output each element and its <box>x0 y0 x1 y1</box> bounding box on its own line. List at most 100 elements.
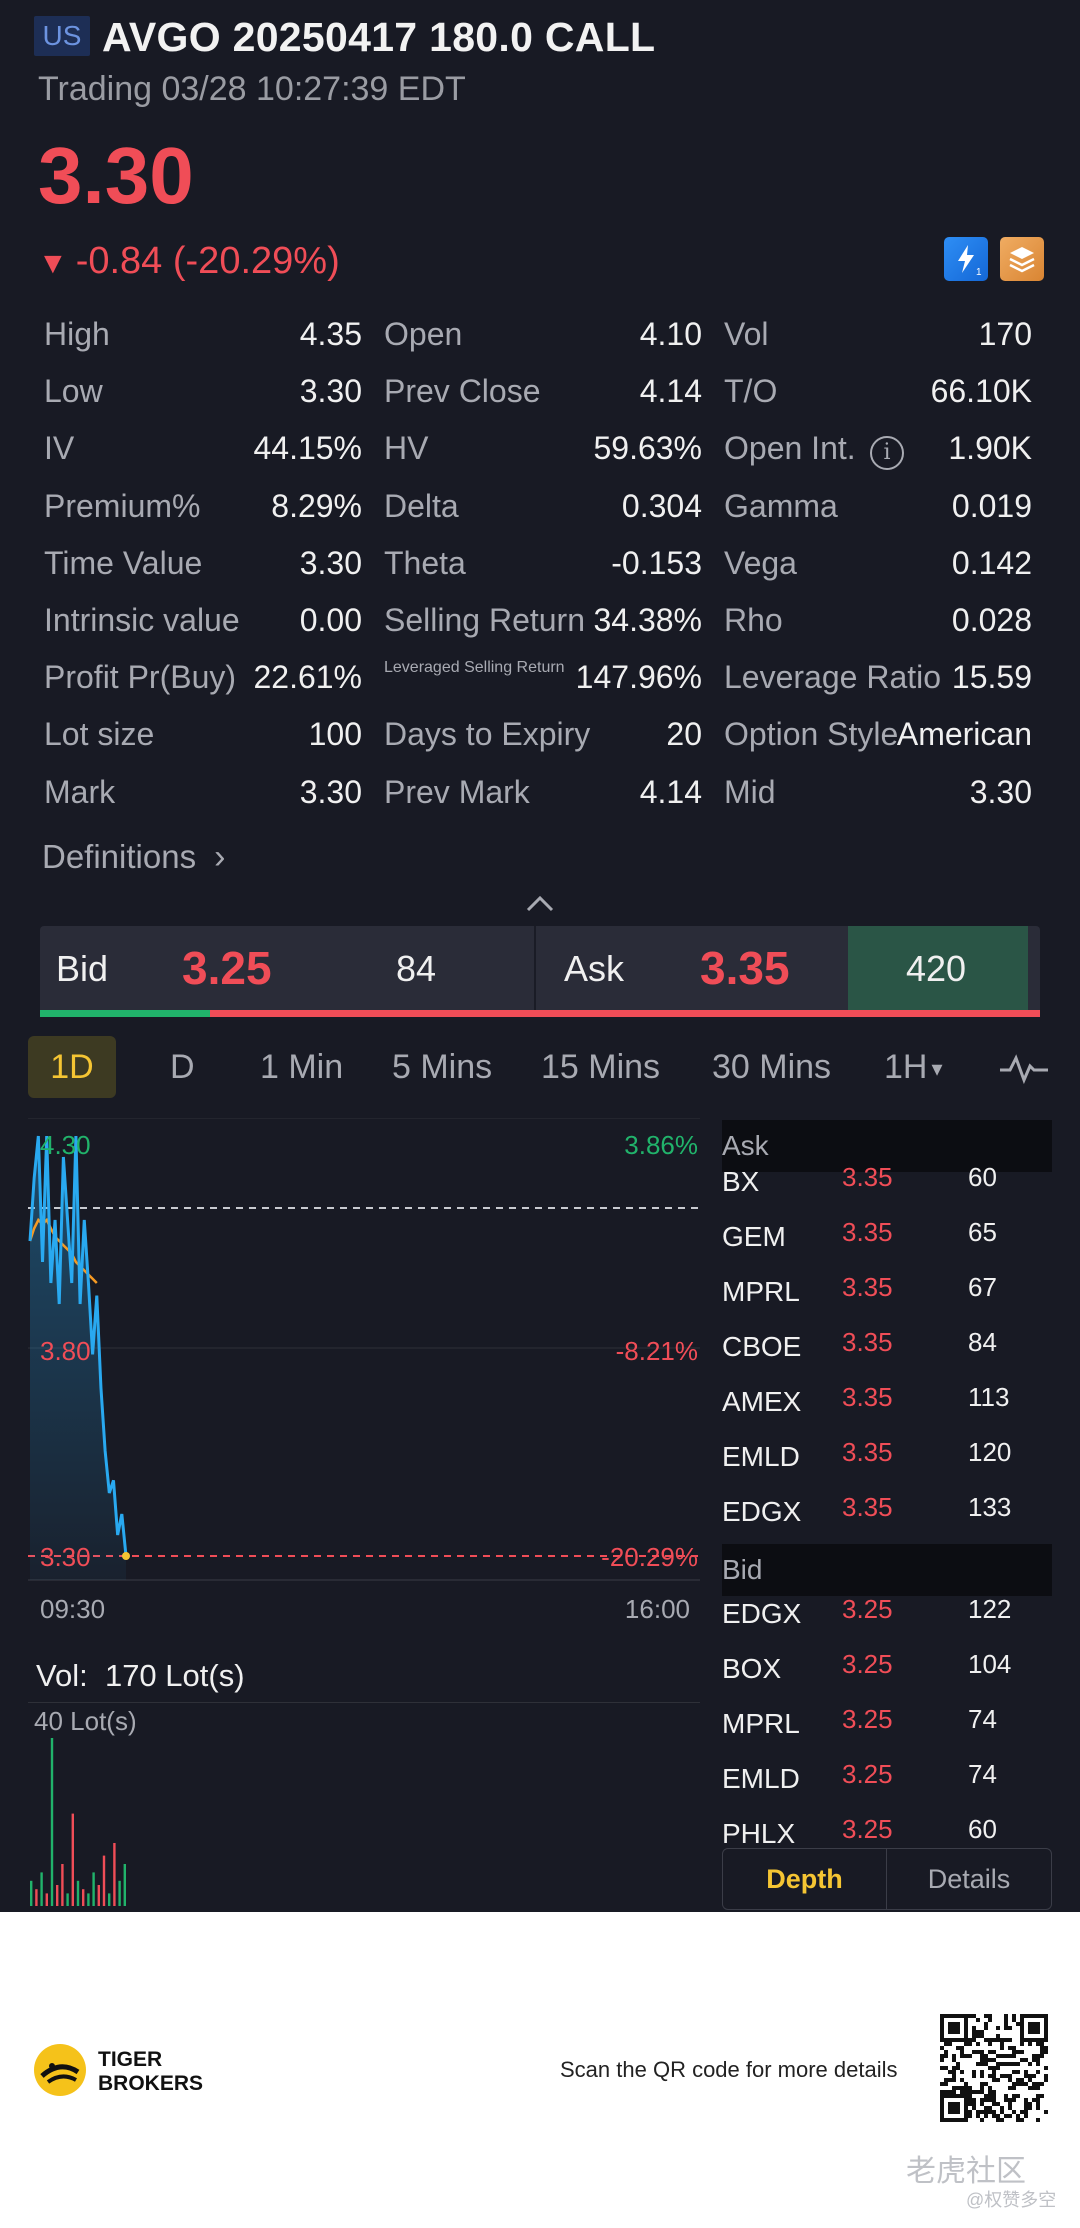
chevron-right-icon: › <box>214 838 226 876</box>
volume-top-border <box>28 1702 700 1703</box>
last-price-dot <box>122 1552 130 1560</box>
volume-bar <box>76 1880 80 1906</box>
bid-ratio-bar <box>40 1010 210 1017</box>
depth-exchange: PHLX <box>722 1818 796 1848</box>
indicator-icon[interactable] <box>998 1048 1050 1088</box>
volume-bar <box>87 1893 90 1906</box>
depth-row: EMLD 3.35 120 <box>722 1431 1052 1486</box>
depth-size: 67 <box>968 1272 997 1302</box>
volume-title-label: Vol: <box>36 1658 88 1693</box>
stat-value: 59.63% <box>593 430 702 467</box>
pct-label-mid: -8.21% <box>615 1336 698 1366</box>
price-label-high: 4.30 <box>40 1130 91 1160</box>
tab-1min[interactable]: 1 Min <box>260 1048 344 1086</box>
scan-text: Scan the QR code for more details <box>560 2057 898 2082</box>
volume-title-value: 170 Lot(s) <box>104 1658 245 1693</box>
info-icon[interactable]: i <box>864 432 904 470</box>
tab-30mins[interactable]: 30 Mins <box>712 1048 832 1086</box>
bid-price[interactable]: 3.25 <box>182 942 272 994</box>
volume-bar <box>50 1738 54 1906</box>
stat-label: Gamma <box>724 487 838 524</box>
stat-value: 147.96% <box>575 659 702 696</box>
volume-max-label: 40 Lot(s) <box>34 1706 137 1736</box>
depth-size: 104 <box>968 1649 1012 1679</box>
bid-header: Bid <box>722 1544 1052 1596</box>
depth-row: GEM 3.35 65 <box>722 1211 1052 1266</box>
layer-icon[interactable] <box>1000 237 1044 281</box>
volume-chart[interactable] <box>28 1710 700 1910</box>
volume-title: Vol: 170 Lot(s) <box>36 1658 245 1694</box>
volume-bar <box>66 1893 69 1906</box>
depth-size: 74 <box>968 1759 997 1789</box>
definitions-link[interactable]: Definitions › <box>42 838 225 877</box>
depth-price: 3.35 <box>842 1272 893 1302</box>
ask-label: Ask <box>564 948 625 989</box>
ask-size: 420 <box>906 948 967 989</box>
intraday-chart[interactable]: 4.30 3.80 3.30 3.86% -8.21% -20.29% 09:3… <box>28 1117 700 1630</box>
price-change: ▼ -0.84 (-20.29%) <box>38 240 340 283</box>
brand-line2: BROKERS <box>98 2072 204 2095</box>
stat-label: Open <box>384 316 463 352</box>
depth-exchange: CBOE <box>722 1331 802 1362</box>
depth-price: 3.25 <box>842 1704 893 1734</box>
stat-value: American <box>896 716 1032 753</box>
volume-bar <box>71 1813 74 1906</box>
tab-1h[interactable]: 1H ▾ <box>884 1036 943 1098</box>
tab-depth[interactable]: Depth <box>723 1849 887 1909</box>
volume-bar <box>35 1889 38 1906</box>
stat-label: Mark <box>44 773 116 810</box>
stat-label: Intrinsic value <box>44 602 240 638</box>
depth-panel[interactable]: Ask BX 3.35 60 GEM 3.35 65 MPRL 3.35 67 CBOE 3.35 8… <box>722 1118 1052 1848</box>
depth-exchange: AMEX <box>722 1386 802 1417</box>
stat-label: Prev Mark <box>384 773 530 810</box>
depth-price: 3.25 <box>842 1594 893 1624</box>
stat-value: 3.30 <box>299 373 362 410</box>
flash-icon[interactable]: 1 <box>944 237 988 281</box>
watermark: 老虎社区 <box>906 2155 1026 2188</box>
stat-value: 0.304 <box>621 487 702 524</box>
depth-size: 84 <box>968 1327 997 1357</box>
stat-label: Delta <box>384 487 459 524</box>
stat-value: 0.00 <box>299 602 362 638</box>
stat-label: Days to Expiry <box>384 716 591 753</box>
depth-price: 3.35 <box>842 1437 893 1467</box>
depth-row: MPRL 3.25 74 <box>722 1698 1052 1753</box>
stat-row: Premium% 8.29% Delta 0.304 Gamma 0.019 <box>0 482 1080 538</box>
depth-row: EDGX 3.25 122 <box>722 1588 1052 1643</box>
tab-d[interactable]: D <box>170 1048 195 1086</box>
stat-row: Low 3.30 Prev Close 4.14 T/O 66.10K <box>0 367 1080 423</box>
x-label-end: 16:00 <box>624 1594 690 1624</box>
stat-value: 34.38% <box>593 602 702 638</box>
tab-5mins[interactable]: 5 Mins <box>392 1048 493 1086</box>
stat-label: Mid <box>724 773 776 810</box>
qr-code-icon[interactable] <box>940 2014 1048 2122</box>
stat-label: Rho <box>724 602 783 638</box>
depth-row: EMLD 3.25 74 <box>722 1753 1052 1808</box>
x-label-start: 09:30 <box>40 1594 106 1624</box>
stat-row: IV 44.15% HV 59.63% Open Int. i 1.90K <box>0 424 1080 480</box>
stat-value: 3.30 <box>299 773 362 810</box>
stat-label: Option Style <box>724 716 899 753</box>
depth-row: BOX 3.25 104 <box>722 1643 1052 1698</box>
tab-1h-label: 1H <box>884 1048 928 1086</box>
stat-value: 66.10K <box>930 373 1032 410</box>
pct-label-high: 3.86% <box>624 1130 698 1160</box>
ask-price[interactable]: 3.35 <box>700 942 790 994</box>
depth-details-toggle: Depth Details <box>722 1848 1052 1910</box>
chevron-up-icon[interactable] <box>522 888 558 918</box>
volume-bar <box>108 1893 111 1906</box>
trading-status: Trading 03/28 10:27:39 EDT <box>38 70 466 108</box>
depth-size: 60 <box>968 1814 997 1844</box>
stat-value: 4.14 <box>639 773 702 810</box>
tab-details[interactable]: Details <box>927 1864 1011 1894</box>
stat-value: 4.10 <box>639 316 702 352</box>
ask-header: Ask <box>722 1120 1052 1172</box>
tab-15mins[interactable]: 15 Mins <box>541 1048 661 1086</box>
stat-label: Premium% <box>44 487 201 524</box>
tab-1d[interactable]: 1D <box>28 1036 116 1098</box>
depth-price: 3.25 <box>842 1759 893 1789</box>
depth-price: 3.35 <box>842 1492 893 1522</box>
depth-exchange: EDGX <box>722 1496 802 1527</box>
depth-size: 60 <box>968 1162 997 1192</box>
bid-ask-bar: Bid 3.25 84 Ask 3.35 420 <box>40 926 1040 1016</box>
